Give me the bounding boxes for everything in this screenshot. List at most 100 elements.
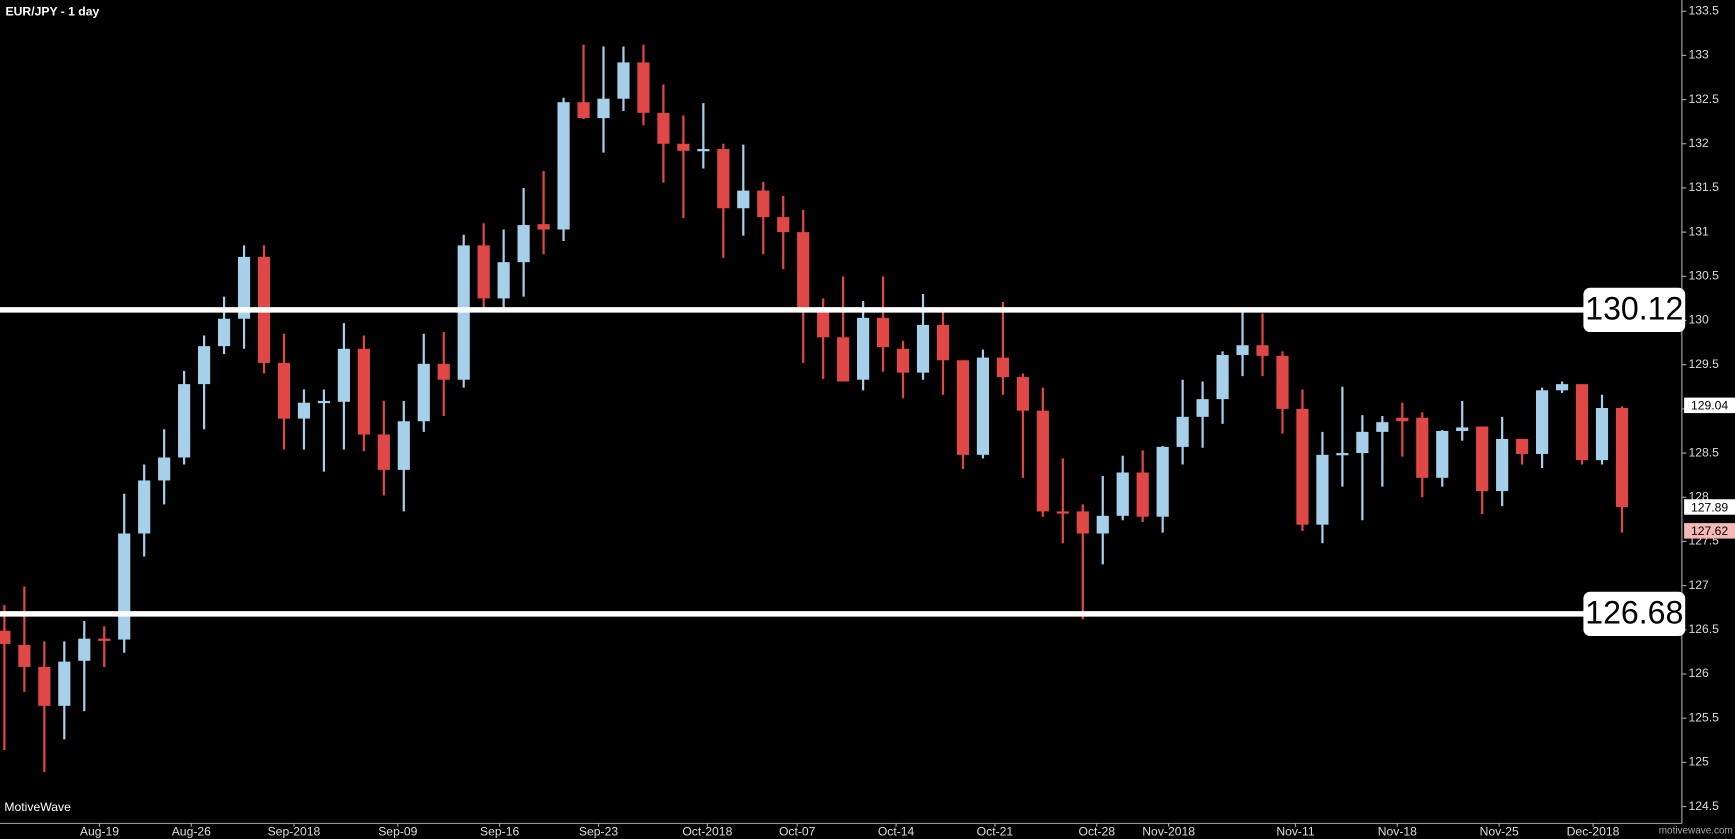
- price-tag-box: [1684, 523, 1735, 539]
- candle-body: [0, 630, 11, 644]
- price-tag-box: [1684, 499, 1735, 515]
- y-tick-label: 128.5: [1689, 445, 1720, 459]
- candle-body: [1276, 355, 1289, 409]
- candle-body: [397, 421, 410, 470]
- x-tick-label: Sep-16: [480, 824, 519, 838]
- candle-body: [677, 143, 690, 151]
- candle-body: [1236, 345, 1249, 355]
- level-label: 130.12: [1585, 290, 1683, 326]
- y-tick-label: 127: [1689, 578, 1710, 592]
- y-tick-label: 130: [1689, 313, 1710, 327]
- x-tick-label: Sep-2018: [268, 824, 321, 838]
- candle-body: [956, 360, 970, 455]
- candle-body: [737, 190, 750, 209]
- candle-body: [916, 324, 930, 373]
- candle-body: [237, 256, 251, 319]
- x-tick-label: Oct-2018: [682, 824, 732, 838]
- y-tick-label: 132.5: [1689, 92, 1720, 106]
- price-tag: 129.04: [1691, 399, 1728, 413]
- candle-body: [1595, 407, 1609, 461]
- candle-body: [517, 225, 530, 263]
- x-tick-label: Oct-07: [779, 824, 816, 838]
- price-tag: 127.89: [1691, 500, 1728, 514]
- x-tick-label: Oct-21: [977, 824, 1014, 838]
- candle-body: [1196, 399, 1209, 417]
- candle-body: [317, 400, 331, 404]
- plot: 124.5125125.5126126.5127127.5128128.5129…: [0, 3, 1735, 838]
- candle-body: [277, 362, 291, 419]
- y-tick-label: 131.5: [1689, 180, 1720, 194]
- candle-body: [1396, 417, 1409, 422]
- candle-body: [1136, 472, 1149, 517]
- candle-body: [1016, 377, 1029, 411]
- x-tick-label: Nov-18: [1378, 824, 1417, 838]
- candle-body: [1216, 354, 1229, 400]
- candle-body: [38, 666, 51, 706]
- candle-body: [377, 434, 390, 470]
- candle-body: [357, 348, 370, 435]
- candle-body: [577, 102, 590, 119]
- candle-body: [777, 217, 790, 233]
- candle-body: [717, 149, 730, 209]
- watermark: MotiveWave: [4, 800, 71, 814]
- y-tick-label: 132: [1689, 136, 1710, 150]
- candle-body: [118, 533, 131, 640]
- y-tick-label: 130.5: [1689, 269, 1720, 283]
- candle-body: [497, 262, 510, 299]
- candle-body: [1056, 511, 1069, 514]
- x-tick-label: Sep-23: [579, 824, 618, 838]
- candle-body: [817, 307, 830, 338]
- candle-body: [617, 62, 630, 99]
- y-tick-label: 125.5: [1689, 710, 1720, 724]
- candle-body: [98, 638, 111, 641]
- x-tick-label: Sep-09: [378, 824, 417, 838]
- candle-body: [1516, 438, 1529, 454]
- x-tick-label: Nov-11: [1276, 824, 1315, 838]
- candle-body: [557, 102, 570, 230]
- candle-body: [417, 363, 430, 422]
- candle-body: [857, 317, 870, 380]
- x-tick-label: Aug-19: [80, 824, 119, 838]
- y-tick-label: 124.5: [1689, 799, 1720, 813]
- candle-body: [1456, 427, 1469, 431]
- candle-body: [1156, 446, 1169, 517]
- candle-body: [1376, 422, 1389, 432]
- level-label-box: [1583, 591, 1686, 637]
- candle-body: [976, 357, 990, 455]
- candle-body: [697, 149, 710, 152]
- candle-body: [1336, 453, 1349, 456]
- candle-body: [1116, 472, 1129, 516]
- candle-body: [996, 357, 1009, 378]
- candle-body: [178, 384, 191, 458]
- candle-body: [597, 98, 610, 119]
- chart-title: EUR/JPY - 1 day: [6, 5, 100, 19]
- candle-body: [896, 348, 910, 373]
- price-tag: 127.62: [1691, 524, 1728, 538]
- y-tick-label: 129.5: [1689, 357, 1720, 371]
- y-tick-label: 133.5: [1689, 3, 1720, 17]
- x-tick-label: Aug-26: [172, 824, 211, 838]
- x-tick-label: Nov-2018: [1142, 824, 1195, 838]
- candle-body: [78, 638, 91, 661]
- candle-body: [1436, 430, 1449, 478]
- price-tag-box: [1684, 397, 1735, 414]
- candle-body: [837, 337, 850, 382]
- candle-body: [297, 402, 311, 419]
- candle-body: [477, 245, 490, 299]
- candle-body: [158, 457, 171, 481]
- candle-body: [1555, 384, 1569, 391]
- candle-body: [337, 348, 350, 402]
- candle-body: [1096, 515, 1109, 534]
- y-tick-label: 131: [1689, 224, 1710, 238]
- candle-body: [1036, 410, 1049, 512]
- y-tick-label: 133: [1689, 48, 1710, 62]
- candle-body: [1176, 416, 1189, 447]
- candle-body: [1615, 407, 1629, 507]
- y-tick-label: 125: [1689, 755, 1710, 769]
- candle-body: [757, 190, 770, 218]
- candle-body: [217, 318, 231, 347]
- level-label: 126.68: [1585, 594, 1683, 630]
- candle-body: [537, 224, 550, 230]
